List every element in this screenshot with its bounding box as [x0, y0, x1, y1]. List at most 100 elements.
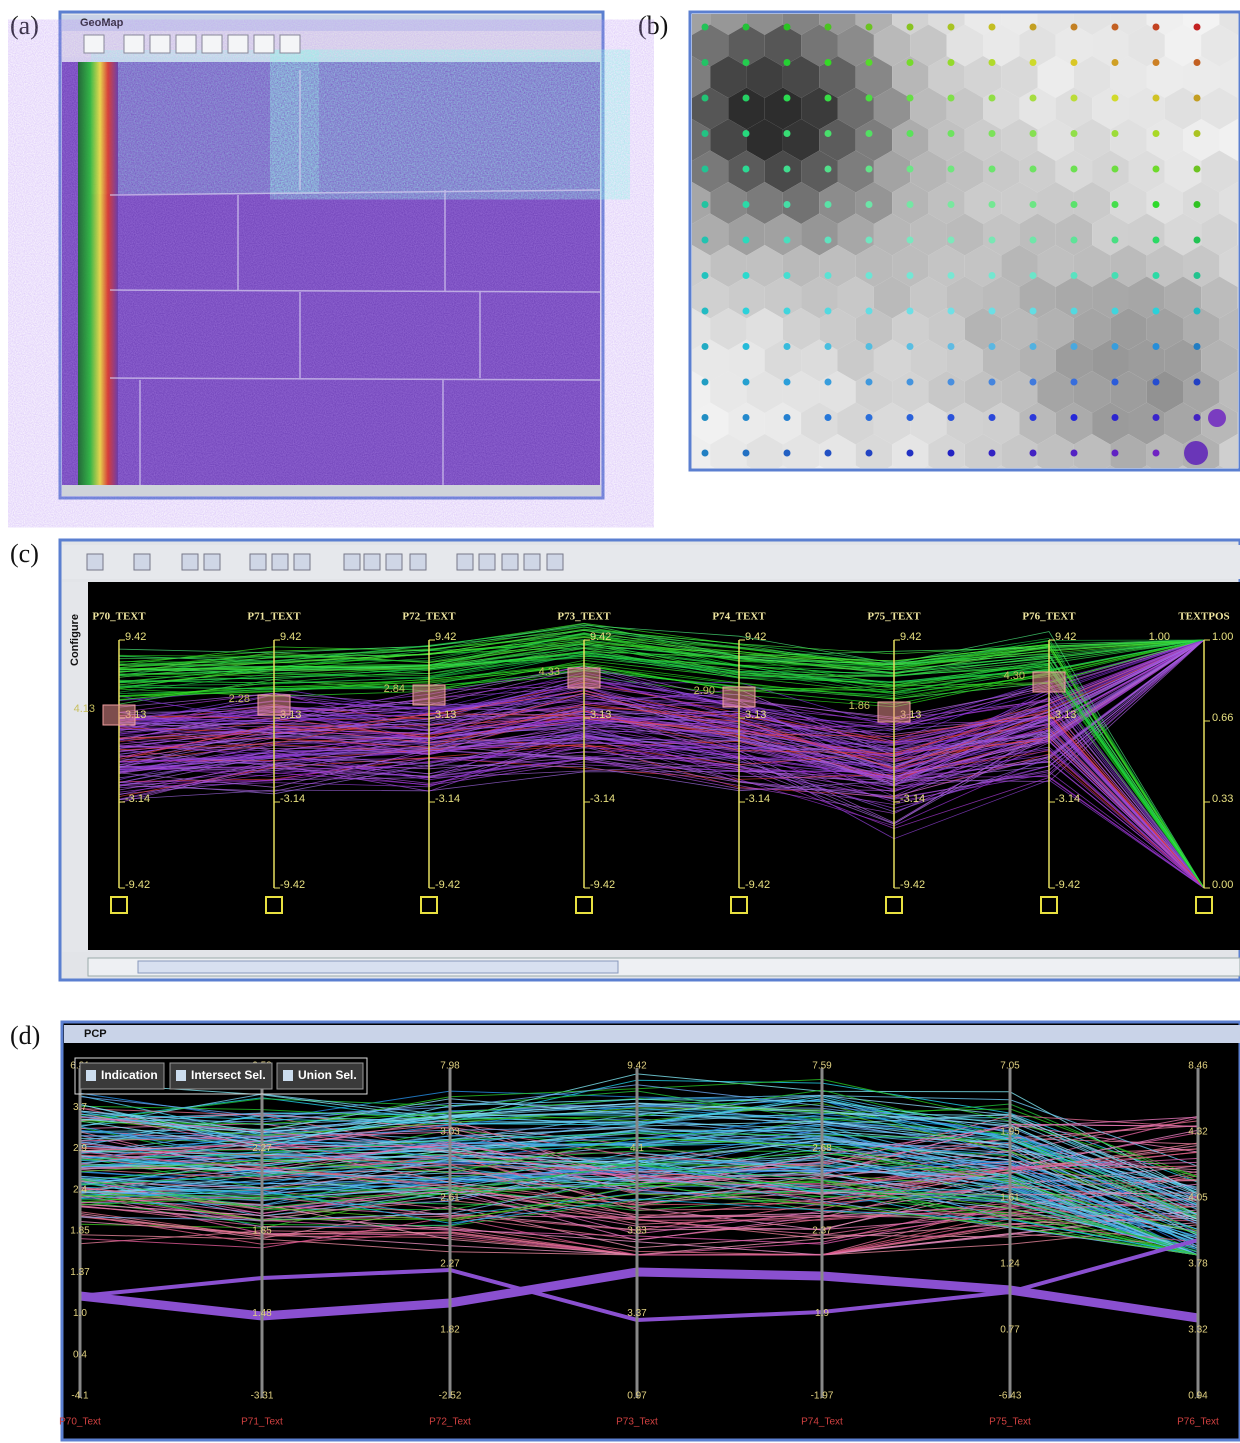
tick-label: 1.0 [73, 1308, 87, 1319]
checkbox[interactable] [86, 1070, 96, 1081]
axis-name: P76_TEXT [1022, 611, 1076, 623]
som-node-large [1184, 441, 1208, 465]
panel-label: (d) [10, 1021, 40, 1050]
title-bar [64, 1025, 1240, 1043]
tool-button[interactable] [150, 35, 170, 53]
som-node [866, 379, 873, 386]
hex-cell [1147, 497, 1183, 539]
tick-label: 2.27 [440, 1259, 460, 1270]
tick-label: -9.42 [590, 879, 615, 891]
selection-box[interactable] [413, 685, 445, 705]
tool-button[interactable] [204, 554, 220, 570]
som-node [743, 201, 750, 208]
tool-button[interactable] [547, 554, 563, 570]
som-node [784, 414, 791, 421]
tick-label: 1.48 [252, 1308, 272, 1319]
tick-label: -3.14 [590, 793, 615, 805]
som-node [743, 237, 750, 244]
som-node [1153, 95, 1160, 102]
tick-label: -3.14 [745, 793, 770, 805]
tool-button[interactable] [502, 554, 518, 570]
axis-name: P74_Text [801, 1417, 843, 1428]
tool-button[interactable] [524, 554, 540, 570]
tool-button[interactable] [457, 554, 473, 570]
som-node [1194, 414, 1201, 421]
tool-button[interactable] [254, 35, 274, 53]
tick-label: 3.13 [745, 709, 766, 721]
tool-button[interactable] [410, 554, 426, 570]
selection-value: 2.28 [229, 693, 250, 705]
tool-button[interactable] [176, 35, 196, 53]
map-bright-area [110, 62, 300, 182]
som-node [1071, 130, 1078, 137]
tool-button[interactable] [280, 35, 300, 53]
som-node [1112, 166, 1119, 173]
selection-box[interactable] [568, 668, 600, 688]
toolbar [62, 545, 1240, 579]
tool-button[interactable] [344, 554, 360, 570]
som-node [948, 414, 955, 421]
som-node [948, 343, 955, 350]
tool-button[interactable] [84, 35, 104, 53]
som-node [784, 201, 791, 208]
selection-box[interactable] [878, 702, 910, 722]
som-node [702, 308, 709, 315]
status-bar [62, 485, 601, 496]
tool-button[interactable] [134, 554, 150, 570]
axis-name: P72_Text [429, 1417, 471, 1428]
som-node [1112, 24, 1119, 31]
hex-cell [965, 497, 1001, 539]
tick-label: 2.61 [440, 1193, 460, 1204]
tick-label: 2.27 [252, 1143, 272, 1154]
som-node [825, 308, 832, 315]
scroll-thumb[interactable] [138, 961, 618, 973]
som-node [825, 379, 832, 386]
som-node [907, 450, 914, 457]
som-node [866, 237, 873, 244]
som-node [702, 450, 709, 457]
som-node [784, 166, 791, 173]
tool-button[interactable] [479, 554, 495, 570]
checkbox[interactable] [283, 1070, 293, 1081]
som-node [1153, 414, 1160, 421]
tool-button[interactable] [228, 35, 248, 53]
tick-label: -3.14 [280, 793, 305, 805]
tick-label: -9.42 [280, 879, 305, 891]
tick-label: -3.14 [125, 793, 150, 805]
hex-cell [928, 497, 964, 539]
som-node [1030, 379, 1037, 386]
som-node [907, 308, 914, 315]
axis-name: P74_TEXT [712, 611, 766, 623]
tool-button[interactable] [294, 554, 310, 570]
tick-label: 9.42 [435, 631, 456, 643]
tool-button[interactable] [272, 554, 288, 570]
selection-box[interactable] [723, 687, 755, 707]
som-node [1153, 450, 1160, 457]
tick-label: 0.33 [1212, 793, 1233, 805]
side-label[interactable]: Configure [69, 614, 81, 666]
hex-cell [838, 466, 874, 508]
selection-value: 4.33 [539, 666, 560, 678]
tool-button[interactable] [202, 35, 222, 53]
tool-button[interactable] [87, 554, 103, 570]
button-label: Union Sel. [298, 1068, 357, 1082]
som-node [743, 95, 750, 102]
tick-label: 7.59 [812, 1061, 832, 1072]
selection-box[interactable] [1033, 672, 1065, 692]
som-node [825, 343, 832, 350]
selection-box[interactable] [103, 705, 135, 725]
tool-button[interactable] [364, 554, 380, 570]
axis-name: P71_TEXT [247, 611, 301, 623]
selection-box[interactable] [258, 695, 290, 715]
som-node [702, 272, 709, 279]
tick-label: 3.78 [1188, 1259, 1208, 1270]
checkbox[interactable] [176, 1070, 186, 1081]
som-node [948, 166, 955, 173]
tool-button[interactable] [386, 554, 402, 570]
tool-button[interactable] [182, 554, 198, 570]
tool-button[interactable] [124, 35, 144, 53]
figure: (a) (b) (c) (d) GeoMap Configure [0, 0, 1240, 1443]
button-label: Indication [101, 1068, 158, 1082]
som-node [1194, 130, 1201, 137]
tool-button[interactable] [250, 554, 266, 570]
